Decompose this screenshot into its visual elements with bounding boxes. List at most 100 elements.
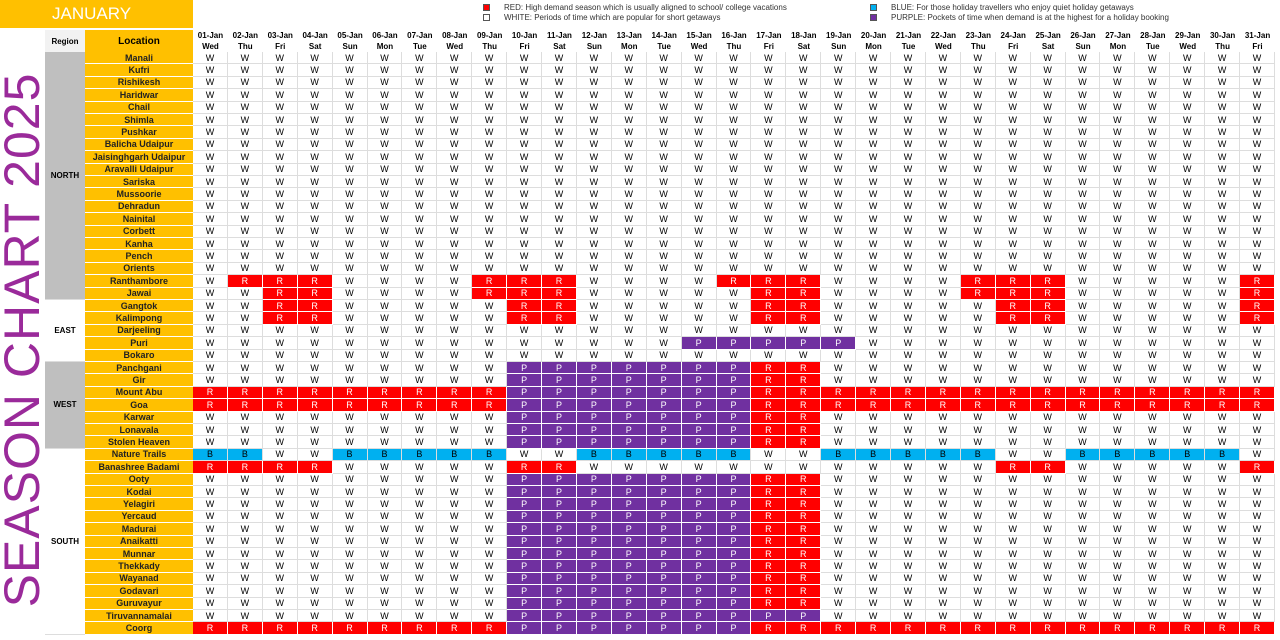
cell: W (821, 349, 857, 362)
cell: W (1135, 374, 1171, 387)
cell: W (437, 362, 473, 375)
cell: W (1170, 200, 1206, 214)
cell: W (1170, 436, 1206, 449)
cell: P (611, 572, 647, 586)
cell: W (821, 89, 857, 102)
cell: W (1205, 585, 1241, 598)
cell: W (925, 610, 961, 623)
cell: W (1030, 374, 1066, 387)
cell: W (1135, 89, 1171, 102)
cell: W (1240, 436, 1275, 449)
cell: W (402, 461, 438, 474)
cell: R (751, 572, 787, 586)
cell: W (856, 597, 892, 610)
cell: W (1135, 572, 1171, 586)
cell: W (1135, 424, 1171, 437)
cell: B (576, 448, 612, 462)
cell: R (1030, 300, 1066, 313)
date-header: 27-Jan (1105, 31, 1131, 40)
cell: W (751, 101, 787, 114)
cell: W (437, 560, 473, 573)
cell: W (1100, 126, 1136, 139)
cell: R (751, 498, 787, 511)
cell: P (716, 510, 752, 524)
cell: W (507, 163, 543, 176)
cell: W (507, 238, 543, 251)
cell: W (1205, 461, 1241, 474)
cell: P (716, 585, 752, 598)
cell: R (1100, 622, 1136, 635)
cell: R (332, 399, 368, 412)
cell: W (1030, 560, 1066, 573)
legend-text: BLUE: For those holiday travellers who e… (891, 2, 1134, 12)
cell: W (542, 262, 577, 276)
cell: P (716, 362, 752, 375)
cell: W (1205, 213, 1241, 226)
cell: W (821, 498, 857, 511)
cell: R (262, 287, 298, 300)
cell: W (1240, 126, 1275, 139)
location: Gangtok (85, 300, 193, 313)
cell: R (507, 312, 543, 325)
cell: W (1065, 411, 1101, 424)
cell: W (193, 151, 228, 164)
cell: W (1205, 287, 1241, 300)
cell: W (646, 200, 682, 214)
cell: W (262, 76, 298, 90)
cell: W (472, 250, 508, 263)
cell: W (367, 337, 403, 350)
cell: W (856, 151, 892, 164)
cell: W (1065, 535, 1101, 548)
cell: B (472, 448, 508, 462)
cell: W (646, 262, 682, 276)
cell: W (437, 572, 473, 586)
cell: W (262, 262, 298, 276)
cell: W (891, 64, 926, 77)
cell: W (1170, 572, 1206, 586)
cell: P (542, 473, 577, 486)
cell: W (262, 548, 298, 561)
cell: P (646, 548, 682, 561)
cell: W (856, 126, 892, 139)
cell: W (1065, 572, 1101, 586)
cell: W (1100, 585, 1136, 598)
cell: W (891, 535, 926, 548)
cell: W (367, 374, 403, 387)
cell: R (751, 275, 787, 288)
cell: W (995, 337, 1031, 350)
cell: W (297, 64, 333, 77)
cell: W (925, 510, 961, 524)
cell: W (995, 64, 1031, 77)
cell: W (227, 374, 263, 387)
cell: W (1170, 312, 1206, 325)
cell: W (821, 374, 857, 387)
cell: W (1170, 238, 1206, 251)
cell: P (507, 510, 543, 524)
cell: W (751, 200, 787, 214)
cell: W (995, 213, 1031, 226)
cell: W (332, 362, 368, 375)
cell: W (227, 101, 263, 114)
cell: B (1100, 448, 1136, 462)
cell: W (297, 151, 333, 164)
location: Bokaro (85, 349, 193, 362)
cell: W (193, 498, 228, 511)
cell: W (960, 610, 996, 623)
cell: W (1170, 597, 1206, 610)
cell: W (402, 610, 438, 623)
cell: W (995, 597, 1031, 610)
cell: W (821, 176, 857, 189)
cell: W (576, 287, 612, 300)
cell: W (1205, 597, 1241, 610)
cell: W (786, 114, 822, 127)
cell: W (1100, 114, 1136, 127)
cell: W (1205, 163, 1241, 176)
cell: R (751, 560, 787, 573)
cell: R (786, 510, 822, 524)
cell: R (297, 399, 333, 412)
date-header: 22-Jan (930, 31, 957, 40)
cell: W (297, 176, 333, 189)
cell: W (193, 163, 228, 176)
cell: W (1170, 535, 1206, 548)
location: Jawai (85, 287, 193, 300)
